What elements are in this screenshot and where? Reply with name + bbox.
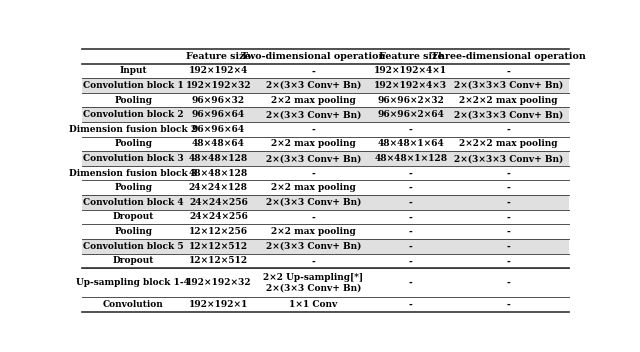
- Text: -: -: [506, 278, 510, 287]
- Text: -: -: [312, 125, 316, 134]
- Text: Convolution block 1: Convolution block 1: [83, 81, 184, 90]
- Text: -: -: [409, 125, 413, 134]
- Text: Up-sampling block 1-4: Up-sampling block 1-4: [76, 278, 190, 287]
- Text: 2×(3×3 Conv+ Bn): 2×(3×3 Conv+ Bn): [266, 154, 361, 163]
- Text: -: -: [506, 300, 510, 309]
- Text: 192×192×4: 192×192×4: [189, 67, 248, 75]
- Text: -: -: [506, 125, 510, 134]
- Text: 96×96×64: 96×96×64: [192, 125, 245, 134]
- Text: Three-dimensional operation: Three-dimensional operation: [431, 52, 586, 61]
- Text: Dimension fusion block 2: Dimension fusion block 2: [69, 125, 197, 134]
- Text: Input: Input: [120, 67, 147, 75]
- Text: -: -: [312, 67, 316, 75]
- Text: -: -: [506, 213, 510, 221]
- Text: Convolution block 2: Convolution block 2: [83, 110, 184, 119]
- Text: 96×96×32: 96×96×32: [192, 96, 245, 105]
- Text: 48×48×64: 48×48×64: [192, 139, 245, 149]
- Text: 192×192×1: 192×192×1: [189, 300, 248, 309]
- Text: -: -: [312, 169, 316, 178]
- Text: -: -: [312, 213, 316, 221]
- Text: 192×192×32: 192×192×32: [186, 81, 251, 90]
- Text: 24×24×256: 24×24×256: [189, 198, 248, 207]
- Bar: [83, 151, 569, 166]
- Text: 1×1 Conv: 1×1 Conv: [289, 300, 337, 309]
- Text: Pooling: Pooling: [115, 183, 152, 192]
- Text: 48×48×128: 48×48×128: [189, 169, 248, 178]
- Text: -: -: [409, 227, 413, 236]
- Text: 12×12×512: 12×12×512: [189, 256, 248, 265]
- Text: 192×192×32: 192×192×32: [186, 278, 251, 287]
- Text: Convolution block 5: Convolution block 5: [83, 242, 184, 251]
- Text: -: -: [506, 169, 510, 178]
- Text: -: -: [506, 242, 510, 251]
- Text: -: -: [506, 256, 510, 265]
- Text: 2×2 max pooling: 2×2 max pooling: [271, 227, 356, 236]
- Text: 12×12×512: 12×12×512: [189, 242, 248, 251]
- Text: 2×(3×3×3 Conv+ Bn): 2×(3×3×3 Conv+ Bn): [454, 154, 563, 163]
- Bar: [83, 107, 569, 122]
- Text: 2×(3×3 Conv+ Bn): 2×(3×3 Conv+ Bn): [266, 242, 361, 251]
- Text: 192×192×4×1: 192×192×4×1: [374, 67, 447, 75]
- Text: -: -: [506, 198, 510, 207]
- Text: Convolution block 4: Convolution block 4: [83, 198, 184, 207]
- Text: 2×(3×3×3 Conv+ Bn): 2×(3×3×3 Conv+ Bn): [454, 81, 563, 90]
- Text: -: -: [409, 256, 413, 265]
- Text: Feature size: Feature size: [186, 52, 251, 61]
- Text: -: -: [506, 183, 510, 192]
- Text: Two-dimensional operation: Two-dimensional operation: [241, 52, 385, 61]
- Text: 48×48×1×128: 48×48×1×128: [374, 154, 447, 163]
- Text: 96×96×64: 96×96×64: [192, 110, 245, 119]
- Text: 2×(3×3 Conv+ Bn): 2×(3×3 Conv+ Bn): [266, 110, 361, 119]
- Text: 2×2 max pooling: 2×2 max pooling: [271, 139, 356, 149]
- Text: Convolution: Convolution: [103, 300, 164, 309]
- Bar: [83, 78, 569, 93]
- Text: 192×192×4×3: 192×192×4×3: [374, 81, 447, 90]
- Text: Dimension fusion block 3: Dimension fusion block 3: [69, 169, 198, 178]
- Text: 2×2 max pooling: 2×2 max pooling: [271, 96, 356, 105]
- Text: 2×2×2 max pooling: 2×2×2 max pooling: [459, 96, 557, 105]
- Text: -: -: [409, 198, 413, 207]
- Text: -: -: [506, 67, 510, 75]
- Text: 2×(3×3×3 Conv+ Bn): 2×(3×3×3 Conv+ Bn): [454, 110, 563, 119]
- Bar: [83, 239, 569, 253]
- Text: Pooling: Pooling: [115, 139, 152, 149]
- Text: 12×12×256: 12×12×256: [189, 227, 248, 236]
- Text: 2×2×2 max pooling: 2×2×2 max pooling: [459, 139, 557, 149]
- Text: -: -: [409, 278, 413, 287]
- Text: 96×96×2×64: 96×96×2×64: [378, 110, 444, 119]
- Text: 48×48×1×64: 48×48×1×64: [378, 139, 444, 149]
- Text: 24×24×128: 24×24×128: [189, 183, 248, 192]
- Text: -: -: [409, 242, 413, 251]
- Text: Convolution block 3: Convolution block 3: [83, 154, 184, 163]
- Bar: [83, 195, 569, 210]
- Text: -: -: [409, 213, 413, 221]
- Text: 2×2 Up-sampling[*]
2×(3×3 Conv+ Bn): 2×2 Up-sampling[*] 2×(3×3 Conv+ Bn): [263, 273, 364, 293]
- Text: 96×96×2×32: 96×96×2×32: [378, 96, 444, 105]
- Text: Feature size: Feature size: [378, 52, 443, 61]
- Text: -: -: [312, 256, 316, 265]
- Text: 2×(3×3 Conv+ Bn): 2×(3×3 Conv+ Bn): [266, 81, 361, 90]
- Text: Dropout: Dropout: [113, 256, 154, 265]
- Text: 2×(3×3 Conv+ Bn): 2×(3×3 Conv+ Bn): [266, 198, 361, 207]
- Text: Pooling: Pooling: [115, 227, 152, 236]
- Text: -: -: [409, 169, 413, 178]
- Text: 24×24×256: 24×24×256: [189, 213, 248, 221]
- Text: -: -: [409, 183, 413, 192]
- Text: -: -: [409, 300, 413, 309]
- Text: -: -: [506, 227, 510, 236]
- Text: Dropout: Dropout: [113, 213, 154, 221]
- Text: 48×48×128: 48×48×128: [189, 154, 248, 163]
- Text: Pooling: Pooling: [115, 96, 152, 105]
- Text: 2×2 max pooling: 2×2 max pooling: [271, 183, 356, 192]
